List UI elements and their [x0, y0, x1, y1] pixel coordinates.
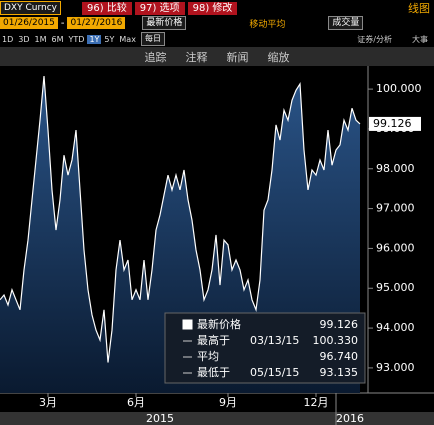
action-bar: 追踪 注释 新闻 缩放: [0, 47, 434, 66]
y-tick-label: 95.000: [376, 281, 415, 294]
tool-button[interactable]: 证券/分析: [357, 34, 392, 44]
legend-label: 最新价格: [197, 317, 241, 331]
legend-value: 93.135: [320, 366, 359, 379]
legend-date: 05/15/15: [250, 366, 299, 379]
legend-label: 最高于: [197, 333, 230, 347]
field-row: 01/26/2015 - 01/27/2016 最新价格 移动平均 成交量: [0, 16, 434, 30]
legend-date: 03/13/15: [250, 334, 299, 347]
last-price-tag: [369, 116, 421, 131]
range-group: 1D 3D 1M 6M YTD 1Y 5Y Max: [0, 34, 138, 44]
y-tick-label: 94.000: [376, 321, 415, 334]
x-tick-label: 6月: [127, 396, 145, 409]
y-tick-label: 98.000: [376, 162, 415, 175]
y-tick-label: 96.000: [376, 241, 415, 254]
tool-button[interactable]: 大事: [412, 34, 428, 44]
button-group: 96) 比较 97) 选项 98) 修改: [81, 1, 238, 15]
range-button[interactable]: 1Y: [87, 34, 102, 44]
header-row: DXY Curncy 96) 比较 97) 选项 98) 修改 线图: [0, 1, 434, 15]
year-label: 2015: [146, 412, 174, 425]
year-band: [0, 412, 434, 425]
legend-label: 平均: [197, 350, 219, 363]
action-button[interactable]: 缩放: [267, 50, 290, 64]
range-button[interactable]: 5Y: [104, 34, 115, 44]
menu-button[interactable]: 97) 选项: [134, 1, 185, 15]
legend-value: 99.126: [320, 318, 359, 331]
x-tick-label: 12月: [304, 396, 329, 409]
legend-value: 100.330: [313, 334, 359, 347]
legend-icon: [182, 319, 193, 330]
year-label: 2016: [336, 412, 364, 425]
end-date[interactable]: 01/27/2016: [67, 17, 126, 29]
range-button[interactable]: Max: [119, 34, 136, 44]
date-sep: -: [60, 17, 65, 29]
menu-button[interactable]: 96) 比较: [81, 1, 132, 15]
ticker[interactable]: DXY Curncy: [0, 1, 61, 15]
range-button[interactable]: 3D: [18, 34, 30, 44]
action-button[interactable]: 追踪: [144, 50, 167, 64]
x-tick-label: 9月: [219, 396, 237, 409]
frequency[interactable]: 每日: [140, 32, 165, 46]
range-button[interactable]: 1D: [2, 34, 14, 44]
start-date[interactable]: 01/26/2015: [0, 17, 58, 29]
chart: 93.00094.00095.00096.00097.00098.00099.0…: [0, 66, 434, 425]
x-tick-label: 3月: [39, 396, 57, 409]
volume-field[interactable]: 成交量: [328, 16, 364, 30]
legend-value: 96.740: [320, 350, 359, 363]
price-line: [0, 75, 361, 363]
legend: 最新价格 99.126 最高于 03/13/15 100.330 平均 96.740 最低于 0…: [164, 312, 366, 384]
ma-label: 移动平均: [249, 19, 286, 30]
range-row: 1D 3D 1M 6M YTD 1Y 5Y Max 每日 证券/分析 大事: [0, 32, 434, 46]
price-field[interactable]: 最新价格: [142, 16, 187, 30]
view-label[interactable]: 线图: [408, 2, 430, 15]
legend-box: [164, 312, 366, 384]
tool-group: 证券/分析 大事: [357, 34, 428, 45]
y-tick-label: 100.000: [376, 82, 422, 95]
range-button[interactable]: 6M: [51, 34, 64, 44]
y-tick-label: 93.000: [376, 361, 415, 374]
menu-button[interactable]: 98) 修改: [187, 1, 238, 15]
range-button[interactable]: 1M: [34, 34, 47, 44]
legend-label: 最低于: [197, 366, 230, 379]
last-price-label: 99.126: [373, 117, 412, 130]
action-button[interactable]: 注释: [185, 50, 208, 64]
range-button[interactable]: YTD: [68, 34, 85, 44]
action-button[interactable]: 新闻: [226, 50, 249, 64]
y-tick-label: 97.000: [376, 202, 415, 215]
